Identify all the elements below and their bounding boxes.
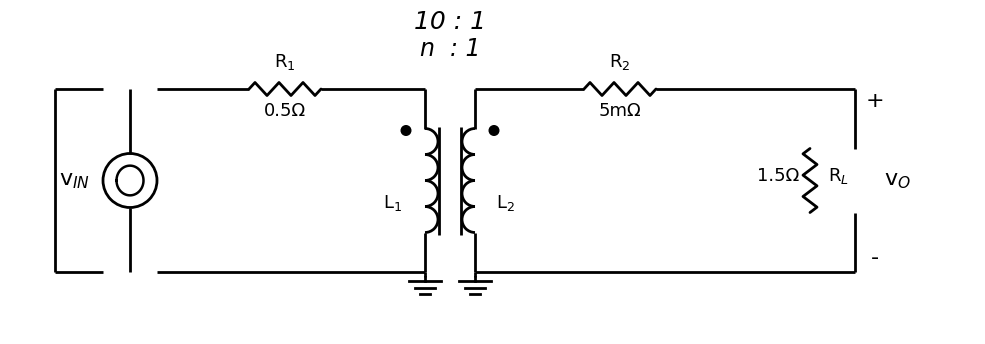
Text: -: - — [871, 248, 879, 268]
Text: +: + — [866, 91, 885, 111]
Text: 0.5Ω: 0.5Ω — [264, 102, 306, 120]
Text: R$_L$: R$_L$ — [828, 165, 849, 185]
Text: L$_1$: L$_1$ — [383, 193, 403, 213]
Text: 1.5Ω: 1.5Ω — [756, 166, 799, 184]
Circle shape — [401, 126, 411, 135]
Text: 10 : 1: 10 : 1 — [414, 10, 486, 34]
Text: R$_2$: R$_2$ — [610, 52, 630, 72]
Text: 5mΩ: 5mΩ — [599, 102, 641, 120]
Text: v$_{IN}$: v$_{IN}$ — [59, 171, 91, 191]
Text: v$_O$: v$_O$ — [884, 171, 910, 191]
Text: L$_2$: L$_2$ — [495, 193, 514, 213]
Text: R$_1$: R$_1$ — [274, 52, 296, 72]
Circle shape — [490, 126, 498, 135]
Text: n  : 1: n : 1 — [420, 37, 481, 61]
